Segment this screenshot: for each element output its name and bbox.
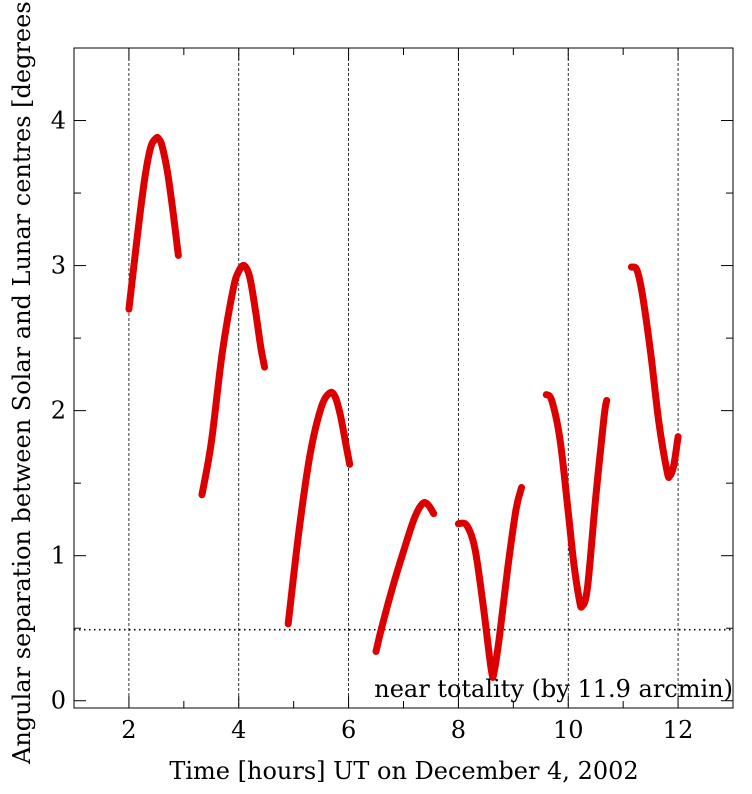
separation-curve-segment-5 xyxy=(454,484,526,681)
x-axis-label: Time [hours] UT on December 4, 2002 xyxy=(169,757,638,785)
x-tick-label-4: 4 xyxy=(231,716,246,744)
separation-curve-segment-2 xyxy=(198,261,269,499)
x-tick-label-10: 10 xyxy=(553,716,584,744)
plot-frame xyxy=(73,47,734,709)
x-tick-label-8: 8 xyxy=(451,716,466,744)
grid-lines xyxy=(128,48,679,708)
y-tick-label-0: 0 xyxy=(51,687,66,715)
near-totality-annotation: near totality (by 11.9 arcmin) xyxy=(374,675,733,703)
y-tick-label-2: 2 xyxy=(51,397,66,425)
series-layer xyxy=(125,134,682,681)
x-tick-label-12: 12 xyxy=(663,716,694,744)
y-axis-label: Angular separation between Solar and Lun… xyxy=(8,0,36,765)
y-tick-label-3: 3 xyxy=(51,252,66,280)
separation-curve-segment-6 xyxy=(542,391,611,611)
separation-curve-segment-3 xyxy=(284,388,354,628)
separation-curve-segment-4 xyxy=(372,499,438,655)
separation-curve-segment-7 xyxy=(627,263,682,481)
separation-curve-segment-1 xyxy=(125,134,182,313)
y-tick-label-4: 4 xyxy=(51,107,66,135)
axis-ticks xyxy=(73,47,734,708)
y-tick-label-1: 1 xyxy=(51,542,66,570)
x-tick-label-2: 2 xyxy=(121,716,136,744)
x-tick-label-6: 6 xyxy=(341,716,356,744)
